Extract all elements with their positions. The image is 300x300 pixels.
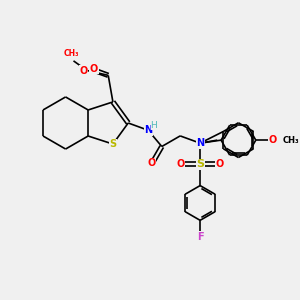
Text: F: F: [197, 232, 203, 242]
Text: O: O: [215, 159, 223, 170]
Text: O: O: [90, 64, 98, 74]
Text: S: S: [196, 159, 204, 170]
Text: O: O: [147, 158, 155, 169]
Text: CH₃: CH₃: [64, 49, 79, 58]
Text: N: N: [196, 138, 204, 148]
Text: H: H: [151, 121, 157, 130]
Text: N: N: [144, 125, 152, 135]
Text: S: S: [109, 139, 116, 149]
Text: O: O: [79, 65, 87, 76]
Text: O: O: [177, 159, 185, 170]
Text: CH₃: CH₃: [283, 136, 299, 145]
Text: O: O: [268, 135, 276, 145]
